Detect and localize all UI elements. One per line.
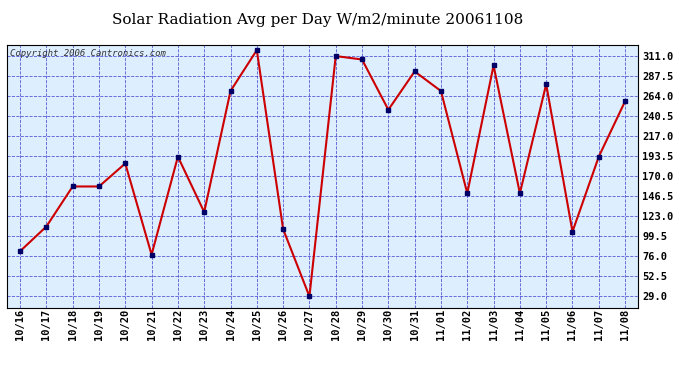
Text: Copyright 2006 Cantronics.com: Copyright 2006 Cantronics.com: [10, 49, 166, 58]
Text: Solar Radiation Avg per Day W/m2/minute 20061108: Solar Radiation Avg per Day W/m2/minute …: [112, 13, 523, 27]
